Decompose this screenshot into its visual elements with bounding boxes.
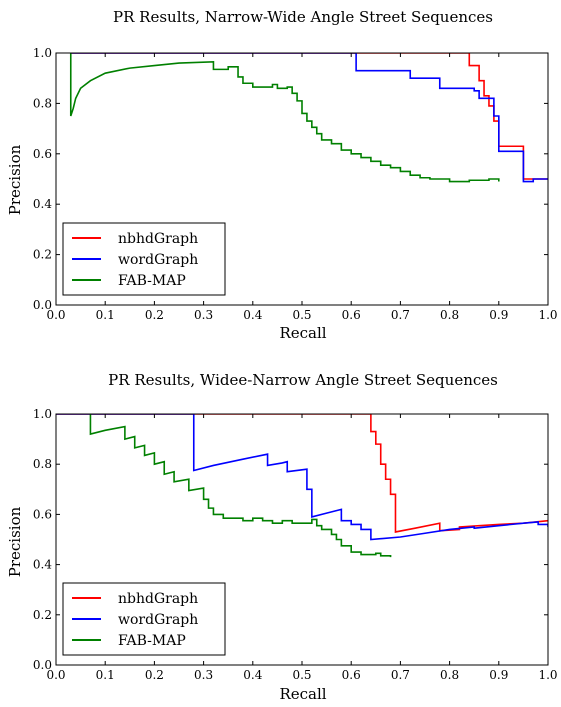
x-tick-label: 0.6 (342, 308, 361, 322)
chart-title: PR Results, Narrow-Wide Angle Street Seq… (113, 8, 493, 26)
x-tick-label: 0.5 (292, 308, 311, 322)
x-axis-label: Recall (279, 685, 326, 703)
plot-area (56, 414, 548, 558)
x-tick-label: 0.8 (440, 308, 459, 322)
x-tick-label: 1.0 (538, 308, 557, 322)
x-tick-label: 0.4 (243, 668, 262, 682)
y-tick-label: 0.0 (33, 298, 52, 312)
legend: nbhdGraph wordGraph FAB-MAP (62, 582, 226, 656)
x-tick-label: 0.8 (440, 668, 459, 682)
series-line-wordgraph (56, 414, 548, 541)
x-tick-label: 0.9 (489, 668, 508, 682)
x-tick-label: 1.0 (538, 668, 557, 682)
y-tick-label: 0.6 (33, 147, 52, 161)
y-tick-label: 1.0 (33, 407, 52, 421)
x-tick-label: 0.6 (342, 668, 361, 682)
legend-label: FAB-MAP (118, 633, 186, 649)
x-tick-label: 0.9 (489, 308, 508, 322)
x-tick-label: 0.2 (145, 668, 164, 682)
x-tick-label: 0.0 (46, 668, 65, 682)
y-tick-label: 1.0 (33, 46, 52, 60)
x-tick-label: 0.3 (194, 308, 213, 322)
series-line-nbhdgraph (56, 414, 548, 533)
legend-label: nbhdGraph (118, 231, 198, 247)
chart-title: PR Results, Widee-Narrow Angle Street Se… (108, 371, 498, 389)
chart-wide-narrow: PR Results, Widee-Narrow Angle Street Se… (6, 371, 558, 703)
series-line-fab-map (69, 53, 500, 183)
y-tick-label: 0.2 (33, 608, 52, 622)
legend-label: nbhdGraph (118, 591, 198, 607)
legend-label: FAB-MAP (118, 273, 186, 289)
chart-narrow-wide: PR Results, Narrow-Wide Angle Street Seq… (6, 8, 558, 342)
x-tick-label: 0.7 (391, 668, 410, 682)
x-tick-label: 0.5 (292, 668, 311, 682)
legend-label: wordGraph (118, 612, 198, 628)
y-tick-label: 0.4 (33, 558, 52, 572)
y-axis-label: Precision (6, 144, 24, 215)
y-tick-label: 0.6 (33, 507, 52, 521)
y-axis-label: Precision (6, 506, 24, 577)
x-tick-label: 0.0 (46, 308, 65, 322)
x-tick-label: 0.3 (194, 668, 213, 682)
x-tick-label: 0.4 (243, 308, 262, 322)
legend-label: wordGraph (118, 252, 198, 268)
x-tick-label: 0.7 (391, 308, 410, 322)
y-tick-label: 0.2 (33, 248, 52, 262)
x-tick-label: 0.1 (96, 668, 115, 682)
y-tick-label: 0.8 (33, 457, 52, 471)
series-line-wordgraph (70, 53, 548, 183)
y-tick-label: 0.4 (33, 197, 52, 211)
series-line-nbhdgraph (70, 53, 548, 180)
y-tick-label: 0.0 (33, 658, 52, 672)
x-tick-label: 0.1 (96, 308, 115, 322)
series-line-fab-map (89, 414, 392, 558)
plot-area (69, 53, 548, 183)
legend: nbhdGraph wordGraph FAB-MAP (62, 222, 226, 296)
x-tick-label: 0.2 (145, 308, 164, 322)
x-axis-label: Recall (279, 324, 326, 342)
y-tick-label: 0.8 (33, 96, 52, 110)
